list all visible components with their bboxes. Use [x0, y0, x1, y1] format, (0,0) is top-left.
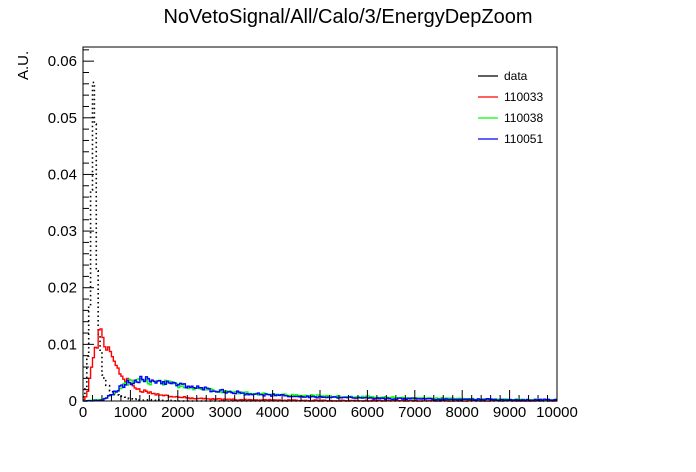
x-tick-label: 7000 [398, 404, 431, 421]
y-tick-label: 0 [69, 393, 77, 410]
x-tick-label: 4000 [256, 404, 289, 421]
x-tick-label: 5000 [303, 404, 336, 421]
axes-layer: 0 1000 2000 3000 4000 5000 6000 7000 8000 9000 100… [48, 49, 578, 421]
x-tick-label: 1000 [114, 404, 147, 421]
y-tick-label: 0.05 [48, 110, 77, 127]
y-tick-label: 0.01 [48, 336, 77, 353]
plot-frame [82, 46, 558, 402]
legend-label-110038: 110038 [504, 111, 543, 125]
x-tick-label: 10000 [536, 404, 578, 421]
x-tick-label: 0 [79, 404, 87, 421]
y-tick-label: 0.03 [48, 223, 77, 240]
x-tick-label: 6000 [351, 404, 384, 421]
y-tick-label: 0.06 [48, 53, 77, 70]
series-layer [83, 81, 557, 402]
x-tick-label: 3000 [209, 404, 242, 421]
x-tick-label: 2000 [161, 404, 194, 421]
x-tick-label: 9000 [493, 404, 526, 421]
y-axis-label: A.U. [15, 51, 32, 80]
legend-label-data: data [504, 69, 528, 83]
legend-label-110051: 110051 [504, 132, 543, 146]
legend-label-110033: 110033 [504, 90, 543, 104]
y-tick-label: 0.04 [48, 166, 77, 183]
x-tick-label: 8000 [446, 404, 479, 421]
y-tick-label: 0.02 [48, 280, 77, 297]
series-line-data [83, 81, 557, 402]
chart-title: NoVetoSignal/All/Calo/3/EnergyDepZoom [163, 6, 532, 28]
legend: data 110033 110038 110051 [478, 69, 543, 146]
